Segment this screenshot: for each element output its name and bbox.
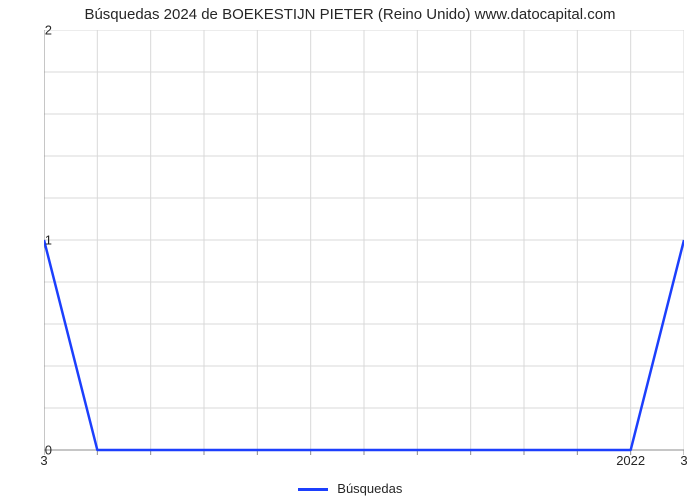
x-tick-label: 3 — [40, 453, 47, 468]
x-tick-label: 2022 — [616, 453, 645, 468]
chart-svg — [44, 30, 684, 458]
y-tick-label: 1 — [45, 233, 52, 248]
y-tick-label: 2 — [45, 23, 52, 38]
chart-container: Búsquedas 2024 de BOEKESTIJN PIETER (Rei… — [0, 0, 700, 500]
plot-area — [44, 30, 684, 450]
legend: Búsquedas — [0, 481, 700, 496]
chart-title: Búsquedas 2024 de BOEKESTIJN PIETER (Rei… — [0, 6, 700, 23]
legend-swatch — [298, 488, 328, 491]
x-tick-label: 3 — [680, 453, 687, 468]
legend-label: Búsquedas — [337, 481, 402, 496]
